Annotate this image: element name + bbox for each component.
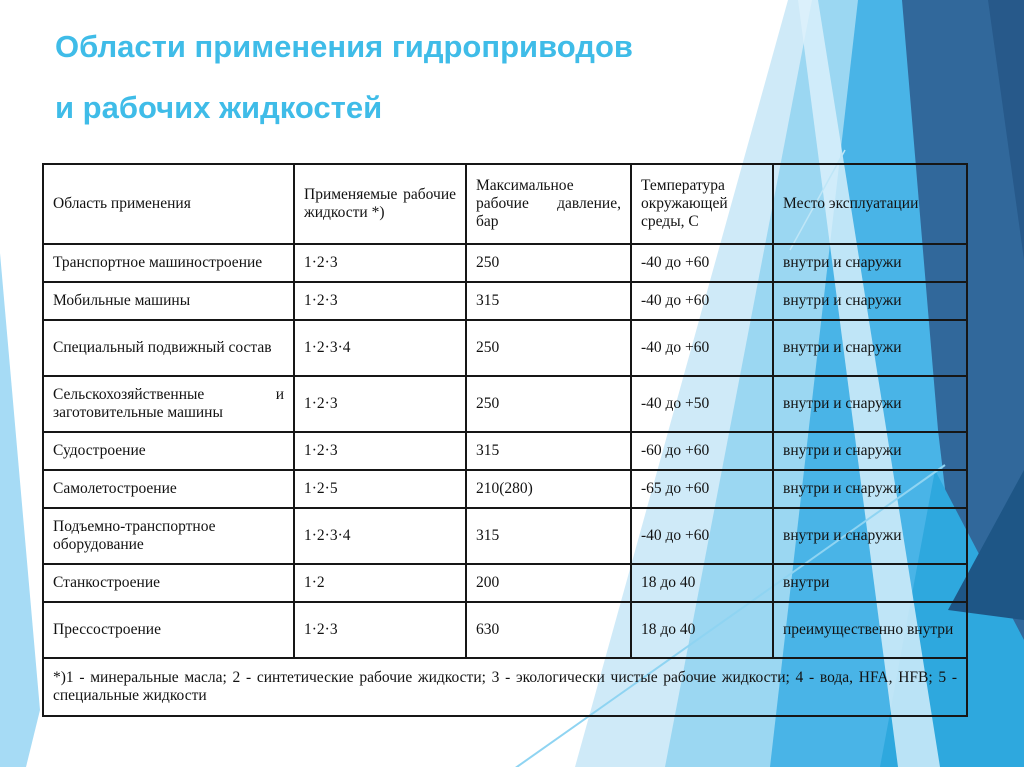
table-cell: 630	[465, 601, 632, 659]
table-cell: 200	[465, 563, 632, 603]
table-row: Сельскохозяйственные и заготовительные м…	[42, 375, 968, 433]
footnote-cell: *)1 - минеральные масла; 2 - синтетическ…	[42, 657, 968, 717]
table-cell: 250	[465, 243, 632, 283]
table-row: Судостроение 1·2·3 315 -60 до +60 внутри…	[42, 431, 968, 471]
header-cell-operation-place: Место эксплуатации	[772, 163, 968, 245]
facet-shape	[988, 0, 1024, 260]
table-cell: 18 до 40	[630, 601, 774, 659]
header-cell-working-fluids: Применяемые рабочие жидкости *)	[293, 163, 467, 245]
table-cell: 1·2·3	[293, 375, 467, 433]
table-cell: Специальный подвижный состав	[42, 319, 295, 377]
table-cell: внутри и снаружи	[772, 319, 968, 377]
table-cell: 315	[465, 431, 632, 471]
table-cell: Сельскохозяйственные и заготовительные м…	[42, 375, 295, 433]
page-title: Области применения гидроприводов и рабоч…	[55, 16, 633, 138]
table-row: Специальный подвижный состав 1·2·3·4 250…	[42, 319, 968, 377]
table-cell: внутри и снаружи	[772, 469, 968, 509]
left-wedge-decoration	[0, 253, 40, 767]
table-cell: 250	[465, 319, 632, 377]
facet-shape	[948, 470, 1024, 620]
table-cell: внутри и снаружи	[772, 507, 968, 565]
table-cell: Станкостроение	[42, 563, 295, 603]
table-cell: 18 до 40	[630, 563, 774, 603]
table-cell: 1·2·3·4	[293, 319, 467, 377]
table-cell: 315	[465, 281, 632, 321]
table-cell: -40 до +60	[630, 319, 774, 377]
table-cell: Судостроение	[42, 431, 295, 471]
table-cell: внутри и снаружи	[772, 243, 968, 283]
table-cell: внутри и снаружи	[772, 431, 968, 471]
table-cell: -40 до +60	[630, 243, 774, 283]
table-cell: 1·2·3	[293, 431, 467, 471]
header-cell-ambient-temperature: Температура окружающей среды, С	[630, 163, 774, 245]
table-cell: Подъемно-транспортное оборудование	[42, 507, 295, 565]
table-cell: -60 до +60	[630, 431, 774, 471]
table-row: Станкостроение 1·2 200 18 до 40 внутри	[42, 563, 968, 603]
header-cell-max-pressure: Максимальное рабочие давление, бар	[465, 163, 632, 245]
table-cell: 1·2·3	[293, 281, 467, 321]
table-cell: Мобильные машины	[42, 281, 295, 321]
table-cell: Прессостроение	[42, 601, 295, 659]
table-cell: -65 до +60	[630, 469, 774, 509]
table-row: Мобильные машины 1·2·3 315 -40 до +60 вн…	[42, 281, 968, 321]
table-cell: внутри	[772, 563, 968, 603]
applications-table: Область применения Применяемые рабочие ж…	[42, 163, 968, 717]
table-cell: Транспортное машиностроение	[42, 243, 295, 283]
table-cell: -40 до +60	[630, 507, 774, 565]
table-cell: 1·2·5	[293, 469, 467, 509]
table-cell: 210(280)	[465, 469, 632, 509]
table-cell: 250	[465, 375, 632, 433]
table-cell: -40 до +50	[630, 375, 774, 433]
table-cell: преимущественно внутри	[772, 601, 968, 659]
table-row: Самолетостроение 1·2·5 210(280) -65 до +…	[42, 469, 968, 509]
table-cell: 1·2	[293, 563, 467, 603]
table-row: Прессостроение 1·2·3 630 18 до 40 преиму…	[42, 601, 968, 659]
table-cell: 1·2·3·4	[293, 507, 467, 565]
table-footnote-row: *)1 - минеральные масла; 2 - синтетическ…	[42, 657, 968, 717]
table-cell: -40 до +60	[630, 281, 774, 321]
page-title-line2: и рабочих жидкостей	[55, 90, 383, 125]
table-row: Подъемно-транспортное оборудование 1·2·3…	[42, 507, 968, 565]
table-cell: внутри и снаружи	[772, 375, 968, 433]
table-cell: 315	[465, 507, 632, 565]
table-row: Транспортное машиностроение 1·2·3 250 -4…	[42, 243, 968, 283]
header-cell-application-area: Область применения	[42, 163, 295, 245]
table-header-row: Область применения Применяемые рабочие ж…	[42, 163, 968, 245]
table-cell: Самолетостроение	[42, 469, 295, 509]
page-title-line1: Области применения гидроприводов	[55, 29, 633, 64]
table-cell: 1·2·3	[293, 243, 467, 283]
table-cell: внутри и снаружи	[772, 281, 968, 321]
table-cell: 1·2·3	[293, 601, 467, 659]
